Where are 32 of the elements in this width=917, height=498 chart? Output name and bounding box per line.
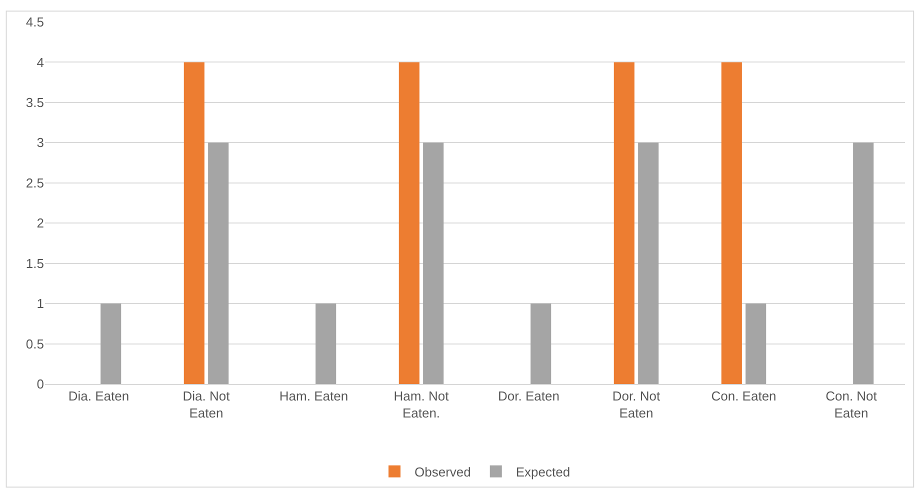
x-tick-label: Dor. Eaten — [498, 388, 560, 404]
bar — [184, 62, 204, 384]
y-tick-label: 4 — [36, 54, 44, 70]
y-tick-label: 2.5 — [26, 175, 44, 190]
y-tick-label: 0.5 — [26, 336, 44, 352]
x-tick-label: Ham. Not Eaten. — [394, 388, 450, 420]
bar — [316, 304, 336, 384]
y-tick-label: 4.5 — [26, 14, 44, 30]
x-tick-label: Con. Eaten — [711, 388, 776, 404]
bar — [100, 304, 122, 384]
y-tick-label: 3.5 — [26, 94, 44, 110]
bar — [208, 142, 229, 384]
y-tick-label: 1 — [36, 296, 44, 312]
bar — [398, 62, 420, 384]
x-tick-label: Dia. Eaten — [68, 388, 130, 404]
legend-label: Expected — [516, 464, 570, 480]
bar — [614, 62, 634, 384]
bar — [853, 142, 874, 384]
x-tick-label: Dor. Not Eaten — [612, 388, 660, 420]
x-tick-label: Dia. Not Eaten — [182, 388, 230, 420]
y-tick-label: 3 — [36, 135, 44, 150]
bar — [423, 142, 444, 384]
bar — [746, 304, 766, 384]
x-tick-label: Ham. Eaten — [279, 388, 348, 404]
y-tick-label: 2 — [36, 216, 44, 231]
bar — [721, 62, 742, 384]
bar — [638, 142, 659, 384]
x-tick-label: Con. Not Eaten — [826, 388, 878, 420]
legend-label: Observed — [414, 464, 471, 480]
bar — [530, 304, 552, 384]
y-tick-label: 1.5 — [26, 256, 44, 271]
y-tick-label: 0 — [36, 376, 44, 392]
